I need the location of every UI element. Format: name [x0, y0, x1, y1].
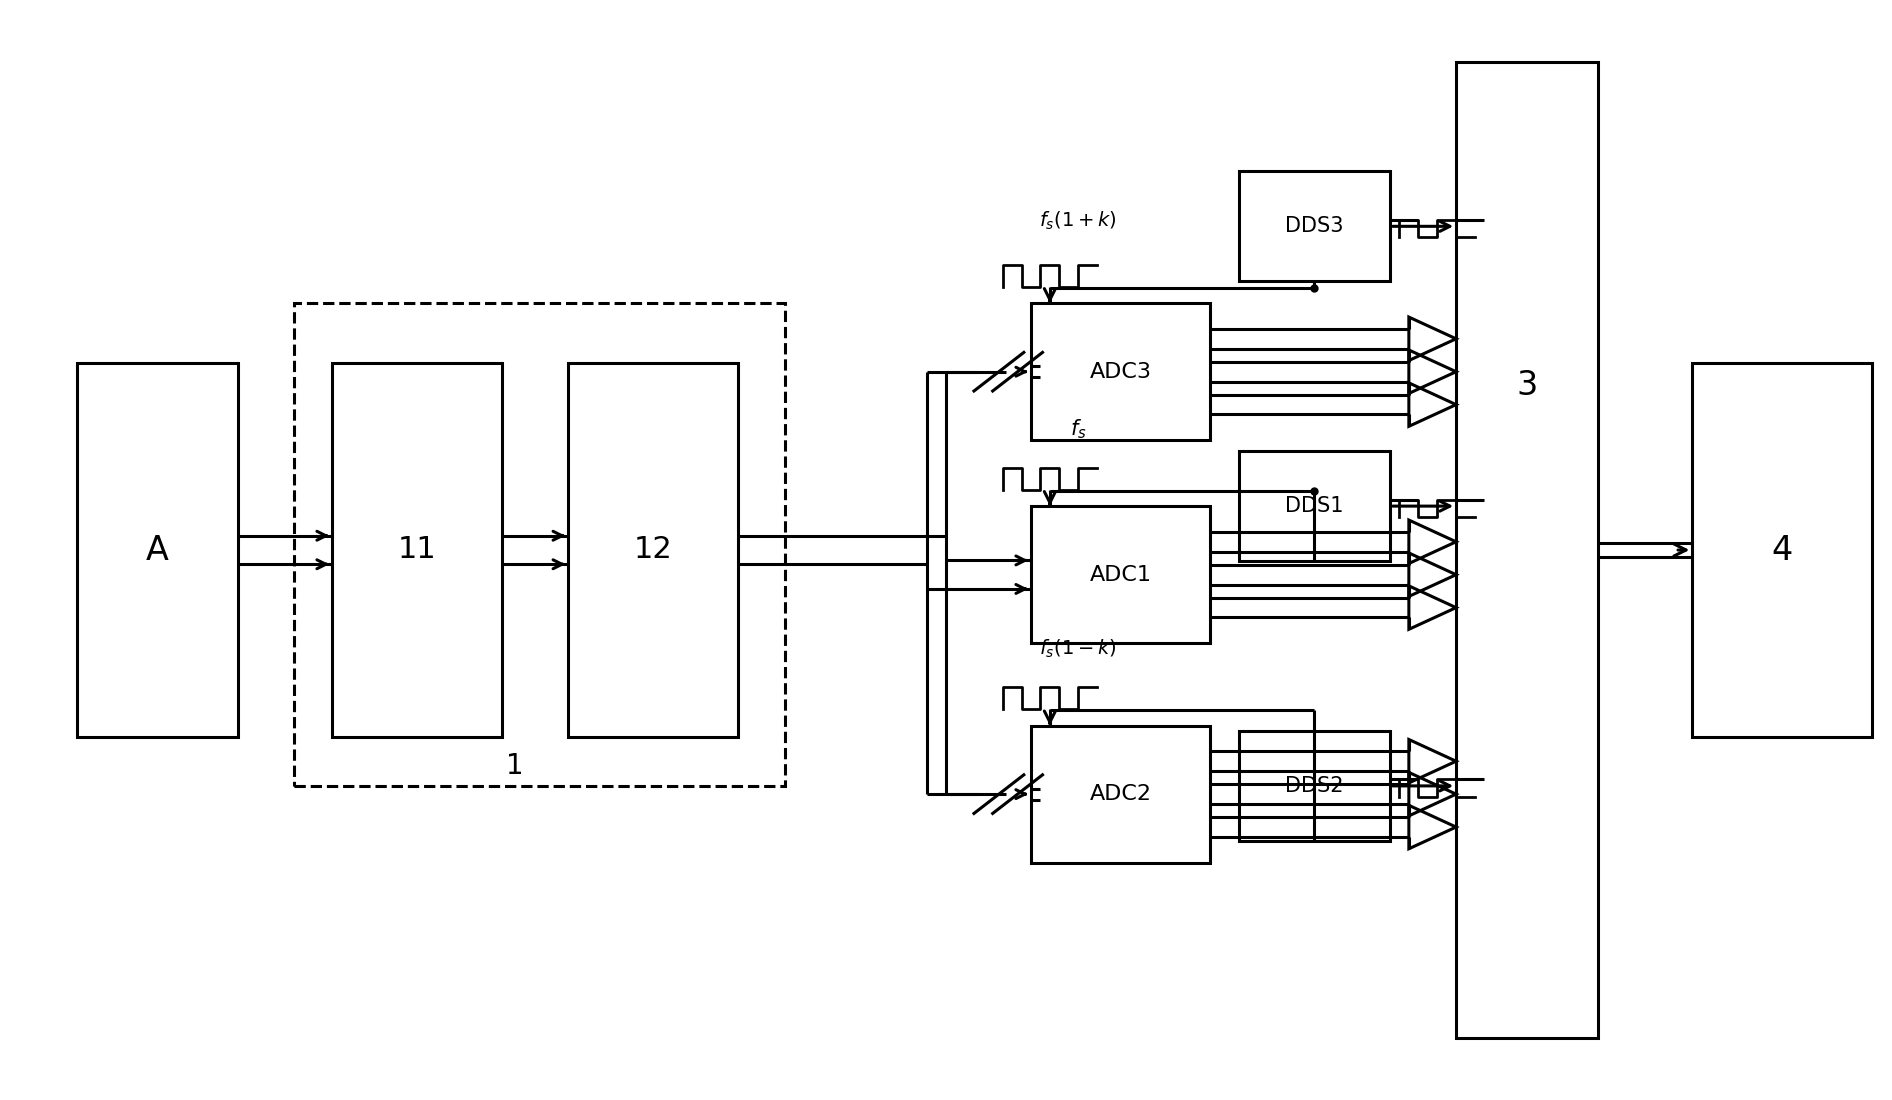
Text: 3: 3 — [1515, 368, 1538, 402]
Bar — [78, 363, 238, 737]
Text: DDS2: DDS2 — [1285, 776, 1343, 796]
Bar — [568, 363, 738, 737]
Bar — [1031, 506, 1211, 644]
Text: $f_s(1-k)$: $f_s(1-k)$ — [1039, 638, 1116, 660]
Text: DDS3: DDS3 — [1285, 217, 1343, 236]
Bar — [1239, 451, 1391, 561]
Text: DDS1: DDS1 — [1285, 496, 1343, 516]
Bar — [1457, 62, 1597, 1038]
Bar — [1031, 304, 1211, 440]
Bar — [331, 363, 501, 737]
Bar — [1239, 172, 1391, 282]
Text: 4: 4 — [1771, 534, 1792, 566]
Text: A: A — [146, 534, 168, 566]
Text: 1: 1 — [507, 752, 524, 780]
Text: ADC1: ADC1 — [1090, 564, 1152, 585]
Bar — [1691, 363, 1871, 737]
Bar — [1239, 732, 1391, 840]
Text: $f_s$: $f_s$ — [1069, 418, 1086, 441]
Text: 12: 12 — [634, 536, 672, 564]
Bar — [295, 304, 785, 785]
Text: ADC3: ADC3 — [1090, 362, 1152, 382]
Text: 11: 11 — [397, 536, 437, 564]
Bar — [1031, 726, 1211, 862]
Text: ADC2: ADC2 — [1090, 784, 1152, 804]
Text: $f_s(1+k)$: $f_s(1+k)$ — [1039, 210, 1116, 232]
